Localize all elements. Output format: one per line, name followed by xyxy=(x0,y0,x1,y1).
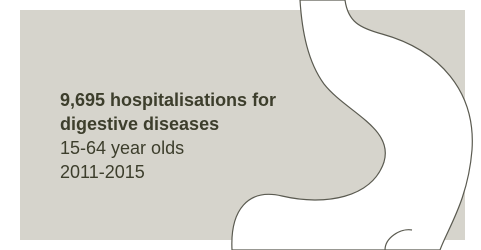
page: 9,695 hospitalisations for digestive dis… xyxy=(0,0,481,250)
headline: 9,695 hospitalisations for digestive dis… xyxy=(60,88,310,136)
period: 2011-2015 xyxy=(60,160,310,184)
stat-block: 9,695 hospitalisations for digestive dis… xyxy=(60,88,310,184)
age-group: 15-64 year olds xyxy=(60,136,310,160)
